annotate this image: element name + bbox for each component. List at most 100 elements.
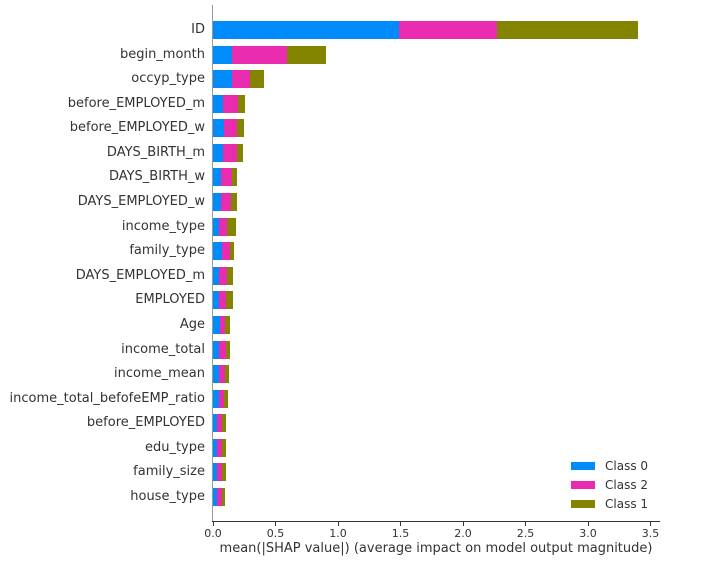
bar-segment: [222, 242, 230, 261]
bar-segment: [224, 119, 237, 138]
bar-segment: [213, 168, 221, 187]
feature-label: DAYS_BIRTH_w: [108, 169, 205, 185]
feature-label: income_total_befofeEMP_ratio: [9, 390, 205, 406]
bar-segment: [225, 315, 230, 334]
feature-label: house_type: [130, 489, 205, 505]
bar-segment: [213, 21, 399, 39]
legend-label: Class 1: [605, 497, 649, 511]
bar-segment: [217, 414, 222, 433]
bar-segment: [231, 193, 237, 212]
bar-segment: [213, 340, 219, 359]
feature-label: occyp_type: [131, 71, 205, 87]
legend-label: Class 0: [605, 459, 649, 473]
feature-label: ID: [191, 22, 205, 37]
bar-segment: [213, 438, 217, 457]
bar-segment: [213, 315, 220, 334]
bar-segment: [399, 21, 497, 39]
bar-segment: [220, 315, 225, 334]
bar-segment: [222, 414, 226, 433]
bar-segment: [217, 438, 222, 457]
feature-label: income_mean: [114, 366, 205, 382]
bar-segment: [213, 488, 217, 507]
feature-label: before_EMPLOYED_w: [69, 120, 205, 136]
x-tick-mark: [275, 522, 276, 526]
bar-segment: [219, 217, 227, 236]
x-tick-label: 1.0: [329, 527, 347, 540]
x-tick-mark: [400, 522, 401, 526]
bar-segment: [219, 340, 226, 359]
x-tick-label: 3.5: [641, 527, 660, 540]
feature-label: Age: [179, 316, 205, 332]
feature-label: EMPLOYED: [135, 292, 205, 308]
feature-label: family_size: [133, 464, 205, 480]
x-tick-label: 2.0: [454, 527, 472, 540]
x-axis-label: mean(|SHAP value|) (average impact on mo…: [219, 541, 653, 556]
bar-segment: [213, 242, 222, 261]
feature-label: DAYS_BIRTH_m: [106, 144, 205, 160]
bar-segment: [221, 193, 231, 212]
feature-label: edu_type: [144, 439, 205, 455]
bar-segment: [222, 438, 226, 457]
bar-segment: [219, 266, 227, 285]
feature-label: DAYS_EMPLOYED_m: [75, 267, 205, 283]
feature-label: family_type: [129, 243, 205, 259]
x-tick-mark: [588, 522, 589, 526]
bar-segment: [225, 365, 229, 384]
x-tick-mark: [463, 522, 464, 526]
x-tick-label: 2.5: [516, 527, 535, 540]
y-axis-line: [212, 5, 213, 522]
feature-label: income_total: [121, 341, 205, 357]
bar-segment: [213, 45, 232, 64]
bar-segment: [213, 414, 217, 433]
bar-segment: [219, 365, 225, 384]
x-tick-label: 1.5: [391, 527, 410, 540]
bar-segment: [227, 266, 233, 285]
bar-segment: [213, 143, 223, 162]
feature-label: begin_month: [119, 46, 205, 62]
legend-swatch: [571, 500, 595, 508]
x-tick-label: 3.0: [579, 527, 597, 540]
bar-segment: [213, 217, 219, 236]
x-tick-mark: [338, 522, 339, 526]
bar-segment: [219, 291, 226, 310]
bar-segment: [250, 70, 264, 89]
feature-label: before_EMPLOYED: [86, 415, 205, 431]
bar-segment: [226, 291, 233, 310]
x-tick-label: 0.5: [266, 527, 285, 540]
bar-segment: [238, 94, 245, 113]
bar-segment: [222, 463, 226, 482]
bar-segment: [213, 70, 232, 89]
bar-segment: [224, 389, 228, 408]
feature-label: before_EMPLOYED_m: [67, 95, 205, 111]
x-tick-mark: [525, 522, 526, 526]
feature-label: DAYS_EMPLOYED_w: [77, 194, 205, 210]
bar-segment: [497, 21, 638, 39]
feature-label: income_type: [121, 218, 205, 234]
x-tick-mark: [650, 522, 651, 526]
bar-segment: [232, 168, 237, 187]
bar-segment: [213, 291, 219, 310]
bar-segment: [221, 168, 232, 187]
bar-segment: [213, 389, 219, 408]
bar-segment: [219, 389, 224, 408]
bar-segment: [223, 143, 237, 162]
bar-segment: [217, 463, 222, 482]
bar-segment: [213, 193, 221, 212]
bar-segment: [213, 365, 219, 384]
x-axis-line: [212, 521, 660, 522]
x-tick-label: 0.0: [204, 527, 222, 540]
bar-segment: [226, 340, 230, 359]
bar-segment: [213, 266, 219, 285]
bar-segment: [217, 488, 222, 507]
legend-swatch: [571, 481, 595, 489]
bar-segment: [227, 217, 236, 236]
bar-segment: [223, 94, 238, 113]
bar-segment: [287, 45, 326, 64]
bar-segment: [237, 119, 244, 138]
bar-segment: [232, 70, 250, 89]
bar-segment: [232, 45, 287, 64]
bar-segment: [213, 94, 223, 113]
bar-segment: [237, 143, 243, 162]
legend-swatch: [571, 462, 595, 470]
